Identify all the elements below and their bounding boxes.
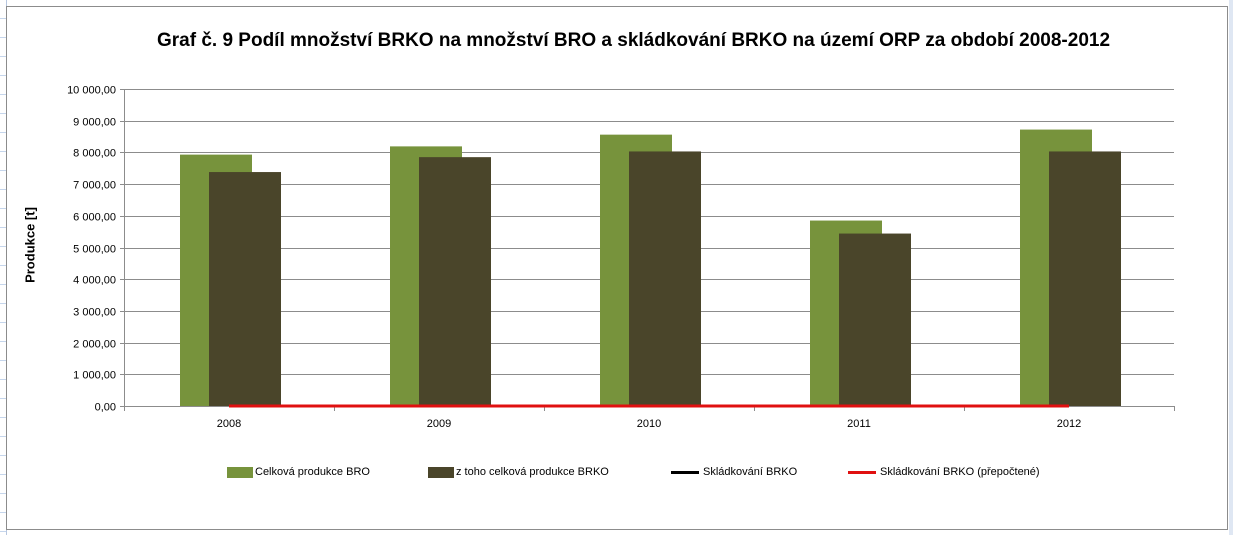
x-tick-label: 2011 — [847, 418, 871, 430]
bar-brko — [209, 172, 281, 406]
legend-swatch — [428, 466, 454, 478]
y-tick-label: 4 000,00 — [73, 275, 116, 287]
legend-swatch — [227, 466, 253, 478]
legend-label: Celková produkce BRO — [255, 466, 370, 478]
legend-label: z toho celková produkce BRKO — [456, 466, 609, 478]
y-tick-label: 2 000,00 — [73, 339, 116, 351]
x-tick-label: 2010 — [637, 418, 661, 430]
bar-brko — [839, 233, 911, 406]
y-tick-label: 0,00 — [95, 402, 116, 414]
bar-brko — [419, 157, 491, 406]
x-tick-label: 2012 — [1057, 418, 1081, 430]
y-tick-label: 3 000,00 — [73, 307, 116, 319]
y-tick-label: 1 000,00 — [73, 370, 116, 382]
y-tick-label: 6 000,00 — [73, 212, 116, 224]
y-tick-label: 5 000,00 — [73, 244, 116, 256]
legend: Celková produkce BRO z toho celková produ… — [0, 466, 1233, 482]
chart-title: Graf č. 9 Podíl množství BRKO na množstv… — [156, 30, 1111, 51]
legend-label: Skládkování BRKO — [703, 466, 798, 478]
bar-brko — [629, 151, 701, 406]
legend-item: z toho celková produkce BRKO — [428, 466, 609, 478]
legend-swatch — [671, 470, 699, 474]
legend-item: Celková produkce BRO — [227, 466, 370, 478]
legend-item: Skládkování BRKO (přepočtené) — [848, 466, 1040, 478]
x-tick-label: 2009 — [427, 418, 451, 430]
spreadsheet-edge — [1229, 0, 1233, 535]
y-tick-label: 7 000,00 — [73, 180, 116, 192]
y-tick-label: 9 000,00 — [73, 117, 116, 129]
y-tick-label: 10 000,00 — [67, 85, 116, 97]
legend-label: Skládkování BRKO (přepočtené) — [880, 466, 1040, 478]
legend-item: Skládkování BRKO — [671, 466, 797, 478]
x-tick-label: 2008 — [217, 418, 241, 430]
y-tick-label: 8 000,00 — [73, 148, 116, 160]
legend-swatch — [848, 470, 876, 474]
bar-brko — [1049, 151, 1121, 406]
